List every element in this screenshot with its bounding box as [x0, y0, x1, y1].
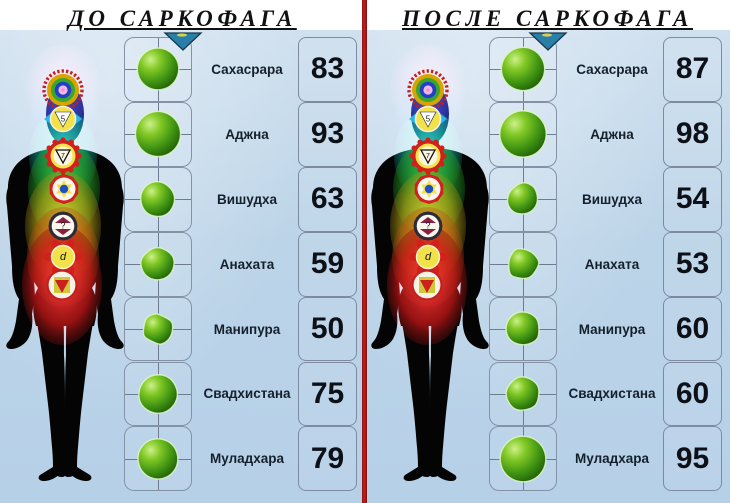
svg-text:5: 5: [61, 115, 66, 124]
svg-text:d: d: [425, 251, 432, 263]
svg-text:7: 7: [61, 153, 65, 160]
svg-text:5: 5: [426, 115, 431, 124]
svg-text:?: ?: [60, 221, 65, 231]
svg-text:?: ?: [425, 221, 430, 231]
svg-text:d: d: [60, 251, 67, 263]
svg-text:7: 7: [426, 153, 430, 160]
